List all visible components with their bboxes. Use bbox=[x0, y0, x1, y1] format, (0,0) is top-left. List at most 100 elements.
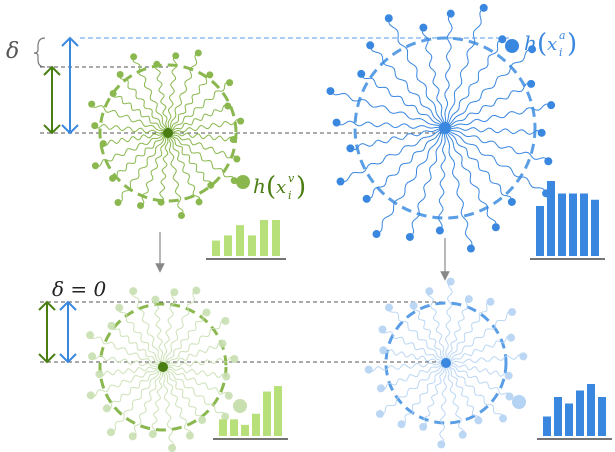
histogram-bar bbox=[263, 391, 271, 436]
cluster-spoke bbox=[444, 38, 503, 129]
cluster-spoke bbox=[444, 7, 485, 129]
cluster-point bbox=[507, 333, 516, 342]
blue-feature-label: h ( x a i ) bbox=[505, 29, 577, 59]
svg-text:v: v bbox=[288, 172, 295, 185]
histogram-bar bbox=[591, 199, 599, 256]
cluster-spoke bbox=[401, 362, 447, 425]
cluster-point bbox=[151, 295, 160, 304]
cluster-center bbox=[441, 358, 451, 368]
cluster-point bbox=[195, 198, 203, 206]
cluster-spoke bbox=[140, 132, 169, 207]
histogram-bar bbox=[547, 181, 555, 256]
cluster-point bbox=[170, 288, 179, 297]
cluster-boundary bbox=[98, 63, 238, 203]
histogram-bar bbox=[252, 413, 260, 436]
cluster-spoke bbox=[99, 366, 163, 377]
cluster-spoke bbox=[340, 127, 446, 183]
cluster-spoke bbox=[102, 132, 169, 146]
svg-text:(: ( bbox=[266, 172, 276, 202]
histogram-bar bbox=[558, 193, 566, 256]
cluster-point bbox=[537, 128, 546, 137]
cluster-spoke bbox=[167, 132, 184, 216]
cluster-point bbox=[148, 430, 157, 439]
histogram-bar bbox=[274, 386, 282, 436]
cluster-spoke bbox=[112, 93, 169, 134]
cluster-point bbox=[221, 316, 230, 325]
cluster-point bbox=[86, 331, 95, 340]
cluster-center bbox=[439, 122, 451, 134]
delta-zero-label: δ = 0 bbox=[52, 277, 107, 301]
histogram-bar bbox=[587, 384, 595, 436]
blue-faded-point bbox=[512, 395, 526, 409]
cluster-point bbox=[379, 346, 388, 355]
cluster-point bbox=[115, 303, 124, 312]
cluster-spoke bbox=[162, 366, 227, 379]
cluster-point bbox=[378, 325, 387, 334]
cluster-point bbox=[519, 352, 528, 361]
cluster-point bbox=[99, 140, 107, 148]
histogram-bar bbox=[236, 225, 244, 256]
cluster-point bbox=[419, 422, 428, 431]
cluster-point bbox=[336, 177, 345, 186]
cluster-point bbox=[357, 69, 366, 78]
cluster-point bbox=[109, 90, 117, 98]
cluster-point bbox=[109, 174, 117, 182]
cluster-point bbox=[221, 412, 230, 421]
cluster-point bbox=[384, 303, 393, 312]
cluster-spoke bbox=[112, 132, 169, 180]
cluster-spoke bbox=[366, 127, 446, 200]
cluster-spoke bbox=[153, 299, 164, 368]
cluster-spoke bbox=[162, 366, 192, 436]
cluster-point bbox=[504, 371, 513, 380]
cluster-point bbox=[384, 14, 393, 23]
cluster-spoke bbox=[91, 354, 164, 368]
cluster-spoke bbox=[167, 119, 241, 134]
cluster-spoke bbox=[445, 311, 513, 364]
cluster-spoke bbox=[106, 366, 164, 410]
histogram-bar bbox=[536, 206, 544, 256]
cluster-spoke bbox=[444, 127, 549, 162]
cluster-point bbox=[116, 70, 124, 78]
green-faded-point bbox=[233, 399, 247, 413]
delta-brace: δ bbox=[6, 37, 46, 68]
cluster-spoke bbox=[368, 362, 446, 372]
cluster-spoke bbox=[444, 127, 547, 194]
cluster-point bbox=[226, 79, 234, 87]
cluster-spoke bbox=[167, 132, 234, 142]
cluster-boundary bbox=[353, 36, 537, 220]
cluster-point bbox=[458, 430, 467, 439]
svg-text:(: ( bbox=[537, 29, 547, 59]
cluster-spoke bbox=[159, 132, 169, 203]
top-distance-arrows bbox=[43, 36, 79, 135]
cluster-point bbox=[91, 162, 99, 170]
cluster-point bbox=[326, 87, 335, 96]
histogram-bar bbox=[272, 220, 280, 256]
cluster-point bbox=[206, 71, 214, 79]
cluster-point bbox=[425, 287, 434, 296]
cluster-point bbox=[446, 9, 455, 18]
blue-histogram-bottom bbox=[537, 384, 612, 440]
cluster-point bbox=[106, 428, 115, 437]
cluster-spoke bbox=[379, 362, 447, 415]
cluster-point bbox=[446, 277, 455, 286]
cluster-spoke bbox=[162, 366, 226, 417]
cluster-point bbox=[207, 181, 215, 189]
cluster-spoke bbox=[412, 305, 447, 364]
cluster-point bbox=[466, 244, 475, 253]
cluster-point bbox=[130, 53, 138, 61]
cluster-point bbox=[157, 198, 165, 206]
cluster-point bbox=[237, 117, 245, 125]
cluster-point bbox=[218, 339, 227, 348]
cluster-point bbox=[168, 444, 177, 452]
cluster-point bbox=[474, 416, 483, 425]
svg-text:): ) bbox=[296, 172, 306, 202]
cluster-point bbox=[508, 308, 517, 317]
cluster-spoke bbox=[118, 307, 164, 368]
cluster-point bbox=[346, 144, 355, 153]
cluster-spoke bbox=[446, 354, 524, 364]
cluster-point bbox=[547, 101, 556, 110]
cluster-spoke bbox=[444, 127, 513, 202]
histogram-bar bbox=[569, 193, 577, 256]
cluster-spoke bbox=[167, 104, 228, 134]
